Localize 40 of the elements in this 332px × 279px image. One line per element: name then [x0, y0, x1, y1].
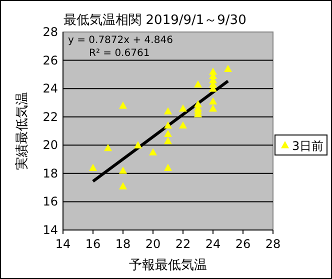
point — [119, 166, 127, 174]
x-tick-label: 14 — [55, 237, 71, 251]
point — [149, 148, 157, 156]
x-tick-label: 22 — [175, 237, 191, 251]
y-tick-label: 22 — [42, 110, 58, 124]
y-tick-label: 28 — [42, 25, 58, 39]
x-tick-label: 16 — [85, 237, 101, 251]
x-tick-label: 24 — [205, 237, 221, 251]
point — [209, 97, 217, 104]
point — [164, 107, 172, 114]
point — [164, 136, 172, 144]
point — [179, 121, 187, 129]
point — [119, 102, 127, 109]
point — [104, 144, 112, 152]
y-axis-title: 実績最低気温 — [14, 92, 30, 170]
point — [164, 164, 172, 171]
y-tick-label: 18 — [42, 166, 58, 180]
x-tick-label: 20 — [145, 237, 161, 251]
y-tick-label: 26 — [42, 53, 58, 68]
x-tick-label: 18 — [115, 237, 131, 251]
y-tick-label: 16 — [42, 194, 58, 209]
annotation: y = 0.7872x + 4.846 — [68, 35, 173, 46]
point — [164, 130, 172, 138]
legend-label: 3日前 — [292, 139, 324, 153]
point — [164, 121, 172, 129]
point — [119, 182, 127, 190]
point — [224, 64, 232, 72]
y-tick-label: 14 — [42, 223, 58, 237]
x-tick-label: 28 — [265, 237, 281, 251]
point — [89, 164, 97, 171]
annotation: R² = 0.6761 — [89, 48, 150, 59]
x-axis-title: 予報最低気温 — [129, 258, 207, 273]
point — [209, 104, 217, 112]
point — [179, 104, 187, 112]
y-tick-label: 20 — [42, 138, 58, 152]
y-tick-label: 24 — [42, 82, 58, 96]
x-tick-label: 26 — [235, 237, 251, 251]
point — [194, 80, 202, 88]
chart-title: 最低気温相関 2019/9/1～9/30 — [64, 13, 246, 28]
point — [134, 141, 142, 148]
